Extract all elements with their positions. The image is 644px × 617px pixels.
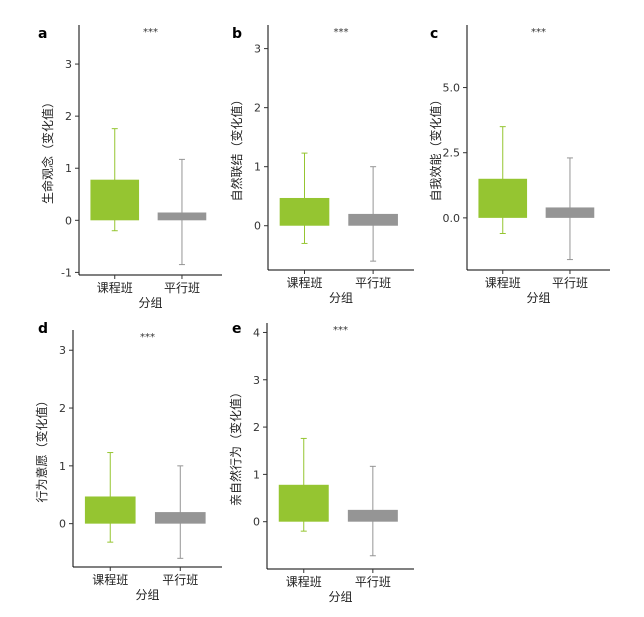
x-tick-label: 平行班	[355, 575, 391, 589]
panel-letter: e	[232, 321, 242, 337]
x-axis-label: 分组	[135, 588, 159, 602]
y-tick-label: 4	[253, 326, 260, 339]
y-axis-label: 生命观念（变化值）	[40, 96, 55, 204]
y-tick-label: 3	[65, 58, 72, 71]
y-tick-label: 2	[59, 402, 66, 415]
y-tick-label: 1	[253, 468, 260, 481]
significance-label: ***	[143, 27, 158, 38]
y-tick-label: 0.0	[443, 212, 461, 225]
y-tick-label: 3	[59, 344, 66, 357]
x-tick-label: 课程班	[286, 574, 322, 589]
box-course	[84, 496, 136, 524]
x-tick-label: 课程班	[485, 275, 521, 290]
x-tick-label: 平行班	[355, 276, 391, 290]
y-axis-label: 自我效能（变化值）	[428, 93, 443, 201]
panel-letter: c	[430, 26, 438, 42]
y-tick-label: 2	[65, 110, 72, 123]
box-course	[278, 484, 329, 522]
x-axis-label: 分组	[138, 296, 162, 310]
y-tick-label: 5.0	[443, 82, 461, 95]
box-parallel	[347, 509, 398, 522]
y-tick-label: 0	[253, 516, 260, 529]
y-tick-label: 2	[254, 102, 261, 115]
x-tick-label: 平行班	[164, 281, 200, 295]
box-course	[90, 179, 140, 221]
significance-label: ***	[334, 27, 349, 38]
y-tick-label: 2	[253, 421, 260, 434]
x-tick-label: 平行班	[162, 573, 198, 587]
x-tick-label: 课程班	[97, 280, 133, 295]
y-tick-label: 0	[254, 220, 261, 233]
y-tick-label: -1	[61, 266, 72, 279]
y-tick-label: 1	[254, 161, 261, 174]
box-parallel	[348, 213, 398, 226]
y-tick-label: 1	[65, 162, 72, 175]
y-tick-label: 3	[253, 374, 260, 387]
box-parallel	[545, 207, 595, 218]
y-tick-label: 2.5	[443, 147, 461, 160]
y-tick-label: 3	[254, 43, 261, 56]
x-tick-label: 平行班	[552, 276, 588, 290]
box-parallel	[154, 512, 206, 524]
significance-label: ***	[140, 332, 155, 343]
x-tick-label: 课程班	[92, 572, 128, 587]
y-tick-label: 0	[65, 214, 72, 227]
y-tick-label: 0	[59, 518, 66, 531]
x-tick-label: 课程班	[286, 275, 322, 290]
x-axis-label: 分组	[329, 291, 353, 305]
x-axis-label: 分组	[328, 590, 352, 604]
y-axis-label: 自然联结（变化值）	[229, 93, 244, 201]
y-axis-label: 行为意愿（变化值）	[34, 394, 49, 502]
panel-letter: d	[38, 321, 48, 337]
box-course	[478, 178, 528, 218]
box-parallel	[157, 212, 207, 221]
y-tick-label: 1	[59, 460, 66, 473]
significance-label: ***	[333, 325, 348, 336]
panel-letter: a	[38, 26, 47, 42]
significance-label: ***	[531, 27, 546, 38]
y-axis-label: 亲自然行为（变化值）	[228, 386, 243, 506]
panel-letter: b	[232, 26, 242, 42]
box-course	[279, 197, 330, 226]
x-axis-label: 分组	[526, 291, 550, 305]
